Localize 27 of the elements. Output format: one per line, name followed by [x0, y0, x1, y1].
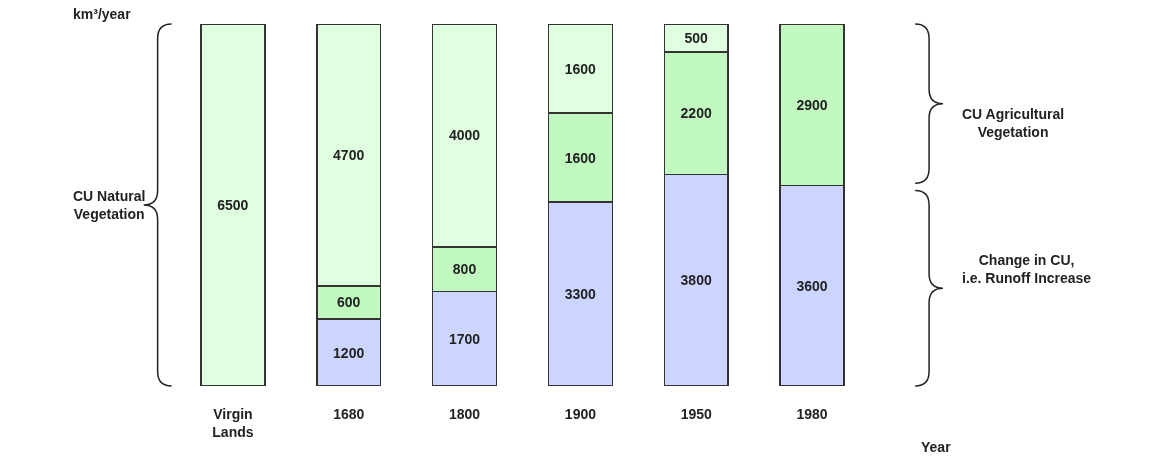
bar [200, 24, 266, 386]
data-label: 3300 [564, 286, 597, 303]
data-label: 1600 [564, 60, 597, 77]
x-tick-label: 1680 [333, 406, 365, 422]
data-label: 1600 [564, 149, 597, 166]
data-label: 6500 [217, 197, 249, 213]
data-label: 1200 [333, 344, 365, 361]
data-label: 600 [336, 294, 361, 311]
y-axis-title: km³/year [73, 6, 132, 22]
data-label: 3800 [680, 272, 712, 289]
data-label: 4700 [333, 146, 365, 163]
data-label: 800 [452, 261, 477, 278]
x-axis-title: Year [921, 439, 952, 455]
data-label: 500 [684, 29, 709, 46]
data-label: 3600 [796, 277, 828, 294]
text: CU Natural Vegetation [73, 188, 146, 223]
x-tick-label: 1950 [680, 406, 713, 422]
data-label: 1700 [448, 330, 481, 347]
x-tick-label: Virgin Lands [212, 406, 254, 441]
data-label: 2200 [680, 105, 712, 122]
x-tick-label: 1900 [564, 406, 597, 422]
data-label: 2900 [796, 96, 828, 113]
text: Change in CU, i.e. Runoff Increase [962, 252, 1092, 287]
x-tick-label: 1980 [796, 406, 828, 422]
text: CU Agricultural Vegetation [962, 106, 1065, 141]
data-label: 4000 [448, 127, 481, 144]
x-tick-label: 1800 [449, 406, 481, 422]
